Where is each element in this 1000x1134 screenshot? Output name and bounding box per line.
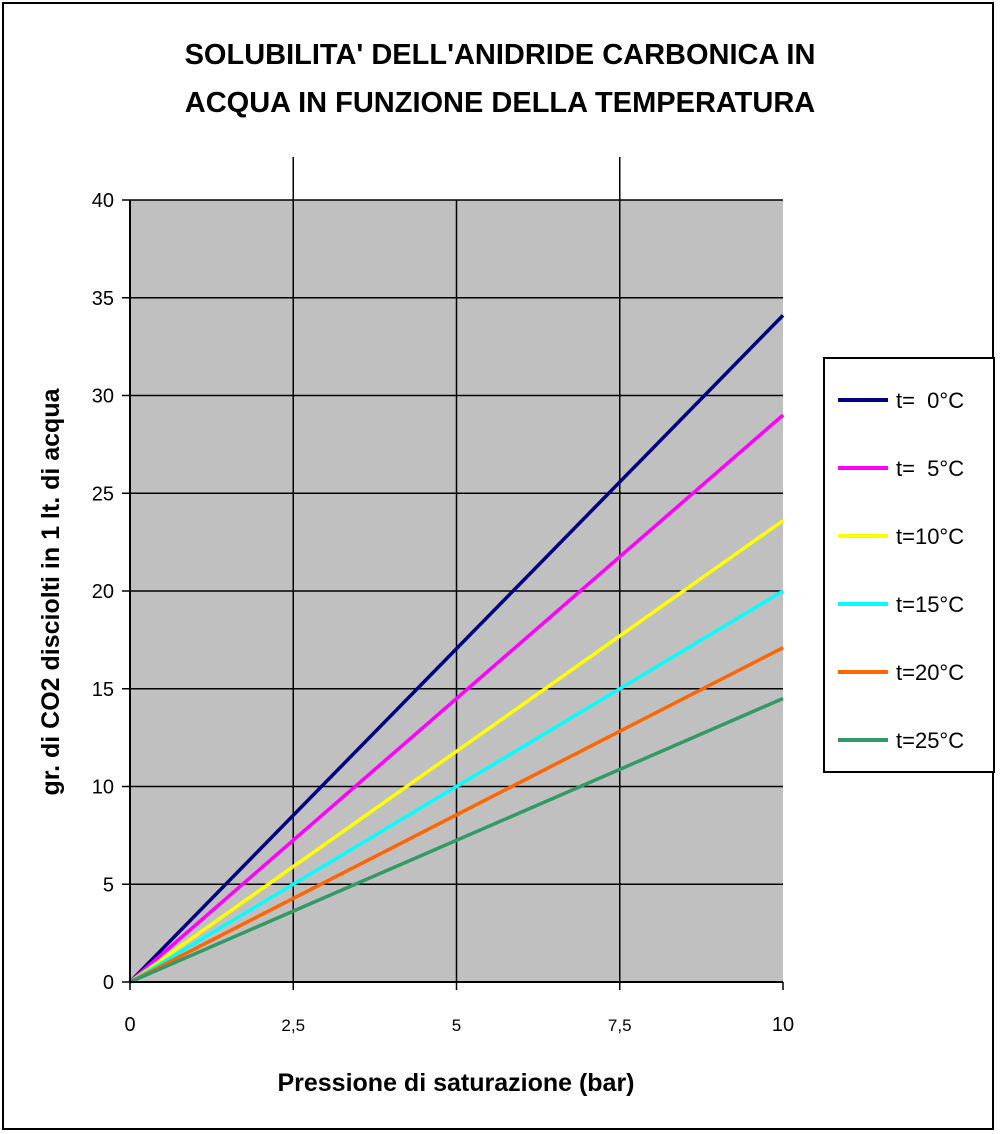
y-tick-label: 40 — [92, 190, 114, 212]
y-tick-label: 20 — [92, 581, 114, 603]
y-tick-label: 15 — [92, 679, 114, 701]
y-tick-labels: 0 5 10 15 20 25 30 35 40 — [92, 190, 114, 994]
legend-label: t=10°C — [896, 524, 964, 549]
x-tick-label: 10 — [772, 1014, 794, 1036]
y-tick-label: 10 — [92, 777, 114, 799]
series-line-5 — [129, 696, 784, 984]
y-tick-label: 5 — [103, 874, 114, 896]
x-tick-label: 0 — [124, 1014, 135, 1036]
x-axis-title: Pressione di saturazione (bar) — [277, 1069, 634, 1097]
y-tick-label: 30 — [92, 386, 114, 408]
x-tick-labels: 0 2,5 5 7,5 10 — [124, 1014, 794, 1036]
legend-label: t=20°C — [896, 660, 964, 685]
series-line-4 — [129, 646, 784, 984]
legend-label: t= 5°C — [896, 456, 964, 481]
x-tick-label: 2,5 — [281, 1016, 305, 1035]
series-line-2 — [128, 519, 785, 984]
chart-title: SOLUBILITA' DELL'ANIDRIDE CARBONICA IN A… — [185, 39, 816, 119]
gridlines — [130, 157, 783, 982]
y-tick-label: 0 — [103, 972, 114, 994]
series-lines — [128, 314, 785, 984]
legend-box — [823, 357, 995, 773]
y-axis-title: gr. di CO2 disciolti in 1 lt. di acqua — [37, 387, 65, 795]
legend-label: t=15°C — [896, 592, 964, 617]
chart-title-line-1: SOLUBILITA' DELL'ANIDRIDE CARBONICA IN — [185, 39, 816, 71]
legend-label: t=25°C — [896, 728, 964, 753]
axes — [122, 199, 784, 990]
legend-label: t= 0°C — [896, 388, 964, 413]
legend: t= 0°C t= 5°C t=10°C t=15°C t=20°C t=25°C — [823, 357, 995, 773]
x-tick-label: 7,5 — [608, 1016, 632, 1035]
series-line-3 — [129, 589, 784, 984]
series-line-1 — [128, 413, 785, 984]
y-tick-label: 35 — [92, 288, 114, 310]
x-tick-label: 5 — [452, 1016, 461, 1035]
chart-title-line-2: ACQUA IN FUNZIONE DELLA TEMPERATURA — [185, 87, 816, 119]
series-line-0 — [128, 314, 785, 984]
y-tick-label: 25 — [92, 483, 114, 505]
